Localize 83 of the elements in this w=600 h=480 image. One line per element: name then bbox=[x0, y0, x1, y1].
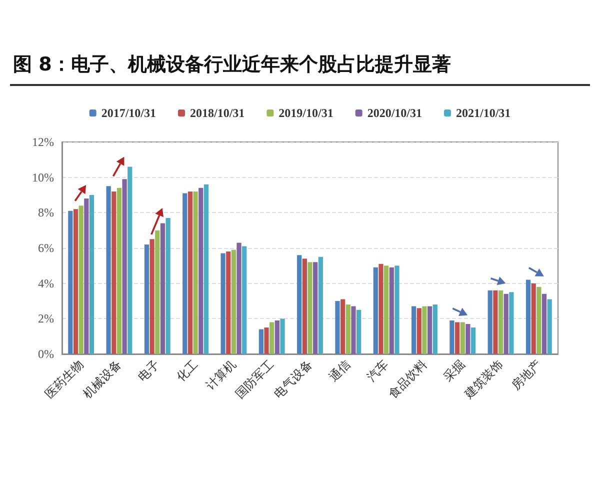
bar bbox=[384, 266, 389, 354]
y-tick-label: 6% bbox=[38, 241, 54, 255]
bar bbox=[542, 294, 547, 354]
bar bbox=[150, 239, 154, 354]
bar bbox=[258, 329, 264, 354]
bar bbox=[182, 193, 188, 354]
y-tick-label: 10% bbox=[32, 170, 54, 184]
x-tick-label: 电子 bbox=[135, 357, 162, 384]
bar bbox=[470, 328, 476, 354]
legend-label: 2019/10/31 bbox=[278, 106, 334, 120]
bar bbox=[68, 210, 73, 354]
bar bbox=[308, 262, 312, 354]
x-tick-label: 房地产 bbox=[508, 357, 544, 392]
bar bbox=[536, 286, 542, 354]
bar bbox=[193, 191, 198, 354]
bar bbox=[313, 262, 318, 354]
bar bbox=[547, 299, 552, 354]
bar bbox=[346, 304, 350, 354]
bar bbox=[73, 209, 78, 354]
bar bbox=[166, 218, 170, 354]
x-tick-label: 采掘 bbox=[440, 357, 468, 384]
bar bbox=[89, 195, 94, 354]
bar bbox=[280, 318, 285, 354]
bar bbox=[188, 191, 193, 354]
bar bbox=[351, 306, 356, 354]
bar bbox=[389, 267, 394, 354]
bar bbox=[297, 255, 302, 354]
bar bbox=[466, 324, 470, 354]
x-tick-label: 通信 bbox=[326, 357, 354, 384]
legend-label: 2018/10/31 bbox=[190, 106, 245, 120]
legend-label: 2021/10/31 bbox=[456, 106, 511, 120]
legend-label: 2020/10/31 bbox=[367, 106, 422, 120]
y-tick-label: 12% bbox=[32, 135, 54, 149]
bar bbox=[373, 267, 378, 354]
chart-title: 图 8：电子、机械设备行业近年来个股占比提升显著 bbox=[13, 54, 451, 76]
bar bbox=[318, 256, 323, 354]
y-tick-label: 4% bbox=[38, 276, 54, 290]
bar bbox=[78, 206, 84, 354]
bar bbox=[242, 246, 247, 354]
bar bbox=[340, 299, 346, 354]
bar bbox=[128, 166, 132, 354]
bar bbox=[226, 252, 231, 354]
bar bbox=[432, 304, 438, 354]
bar bbox=[236, 242, 242, 354]
y-tick-label: 0% bbox=[38, 347, 54, 361]
bar bbox=[427, 306, 432, 354]
bar bbox=[411, 306, 416, 354]
bar bbox=[335, 301, 340, 354]
bar bbox=[231, 250, 236, 354]
bar bbox=[416, 308, 422, 354]
bar bbox=[84, 198, 89, 354]
bar bbox=[144, 244, 150, 354]
bar bbox=[394, 266, 400, 354]
bar bbox=[106, 186, 111, 354]
bar bbox=[498, 290, 504, 354]
bar bbox=[526, 280, 531, 354]
bar bbox=[504, 294, 508, 354]
bar bbox=[454, 322, 460, 354]
bar bbox=[116, 188, 122, 354]
bar bbox=[198, 188, 204, 354]
bar bbox=[160, 223, 166, 354]
bar bbox=[204, 184, 209, 354]
legend-label: 2017/10/31 bbox=[101, 106, 156, 120]
bar bbox=[378, 264, 384, 354]
bar bbox=[493, 290, 498, 354]
bar bbox=[488, 290, 492, 354]
bar bbox=[509, 292, 514, 354]
bar bbox=[274, 320, 280, 354]
bar bbox=[460, 322, 465, 354]
bar bbox=[220, 253, 226, 354]
bar bbox=[302, 258, 307, 354]
y-tick-label: 8% bbox=[38, 206, 54, 220]
bar bbox=[270, 322, 274, 354]
bar bbox=[264, 328, 269, 354]
bar bbox=[112, 191, 116, 354]
x-tick-label: 化工 bbox=[174, 357, 200, 384]
bar bbox=[450, 320, 454, 354]
bar bbox=[356, 310, 362, 354]
bar bbox=[422, 306, 427, 354]
bar bbox=[155, 230, 160, 354]
bar bbox=[122, 179, 127, 354]
y-tick-label: 2% bbox=[38, 312, 54, 326]
bar bbox=[531, 283, 536, 354]
